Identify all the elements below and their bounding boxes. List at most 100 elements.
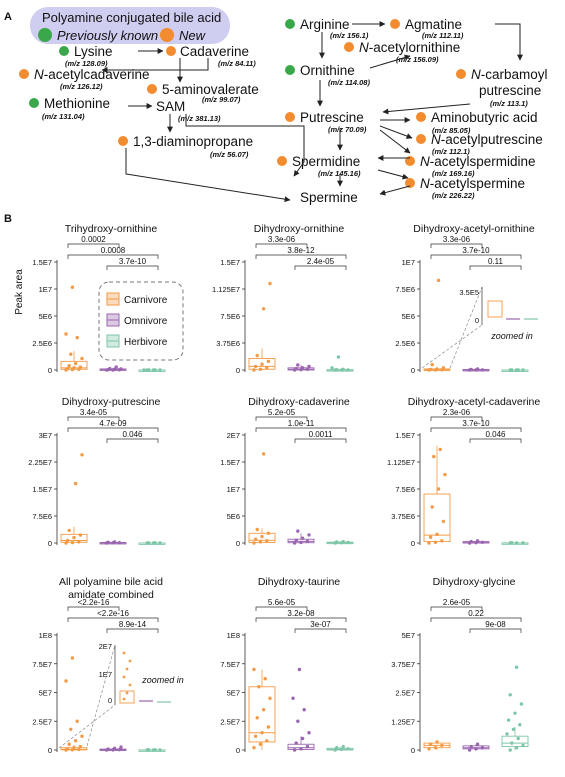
data-point	[265, 739, 269, 743]
node-label-line2: putrescine	[479, 83, 541, 98]
data-point	[253, 734, 258, 738]
significance-bracket	[67, 254, 159, 259]
y-tick-label: 3.75E6	[216, 339, 240, 348]
inset-point	[125, 667, 129, 671]
data-point	[302, 708, 306, 712]
y-tick-label: 2.5E7	[395, 689, 415, 698]
zoom-guide	[86, 644, 116, 747]
y-tick-label: 5E6	[39, 312, 52, 321]
node-label: Ornithine	[300, 63, 355, 78]
data-point	[339, 747, 344, 752]
data-point	[427, 747, 431, 751]
data-point	[117, 540, 122, 545]
arrow-diaminopropane-spermine	[125, 148, 291, 203]
y-tick-label: 3E7	[39, 431, 52, 440]
node-label: Methionine	[44, 96, 110, 111]
data-point	[428, 742, 433, 746]
y-tick-label: 1.5E7	[32, 258, 52, 267]
series-carnivore	[423, 740, 451, 751]
legend-item-herbivore: Herbivore	[106, 334, 168, 348]
new-dot-icon	[390, 19, 400, 29]
data-point	[117, 747, 122, 752]
y-tick-label: 1E8	[39, 631, 52, 640]
node-acetylputrescine: N-acetylputrescine(m/z 112.1)	[416, 132, 543, 156]
mz-label: (m/z 145.16)	[318, 169, 361, 178]
significance-bracket	[294, 265, 347, 270]
series-carnivore	[248, 281, 276, 372]
node-label: N-acetylcadaverine	[34, 67, 150, 82]
data-point	[260, 362, 264, 366]
data-point	[73, 739, 78, 743]
data-point	[153, 368, 157, 372]
significance-bracket	[430, 254, 522, 259]
data-point	[480, 368, 485, 372]
y-axis-label: Peak area	[14, 269, 25, 315]
node-label: Arginine	[300, 17, 350, 32]
series-herbivore	[138, 368, 166, 372]
data-point	[519, 702, 524, 706]
box	[423, 493, 451, 543]
data-point	[514, 746, 519, 750]
node-label: Putrescine	[300, 110, 364, 125]
legend-background	[30, 7, 230, 44]
y-tick-label: 0	[48, 746, 52, 755]
data-point	[428, 367, 433, 372]
arrow-putrescine-acetylputrescine	[379, 125, 413, 139]
new-dot-icon	[147, 84, 157, 94]
series-carnivore	[60, 453, 88, 545]
data-point	[330, 366, 334, 370]
series-omnivore	[462, 367, 490, 372]
data-point	[475, 742, 480, 746]
p-value-label: 0.0002	[81, 235, 106, 244]
zoom-guide	[449, 286, 483, 369]
data-point	[443, 472, 447, 477]
y-tick-label: 5E7	[227, 689, 240, 698]
node-arginine: Arginine(m/z 156.1)	[285, 17, 369, 40]
mz-label: (m/z 381.13)	[178, 114, 221, 123]
chart-panel: Dihydroxy-ornithine 0 3.75E6 7.5E6 1.125E7 1.…	[212, 223, 354, 375]
node-label: N-acetylputrescine	[431, 132, 543, 147]
data-point	[158, 368, 162, 372]
data-point	[153, 748, 157, 752]
node-label: Agmatine	[405, 17, 462, 32]
p-value-label: 3.2e-08	[287, 609, 315, 618]
zoom-inset: 3.5E5 0 zoomed in	[421, 286, 538, 369]
data-point	[428, 535, 433, 539]
pathway-diagram: Lysine(m/z 128.09)Cadaverine(m/z 84.11)N…	[19, 17, 548, 205]
data-point	[252, 541, 256, 545]
data-point	[469, 744, 473, 749]
data-point	[252, 368, 256, 372]
data-point	[305, 367, 310, 371]
y-tick-label: 2E7	[227, 431, 240, 440]
significance-bracket	[469, 628, 522, 633]
legend-label: Carnivore	[124, 295, 168, 306]
data-point	[253, 537, 258, 541]
significance-bracket	[294, 438, 347, 443]
chart-panel: Dihydroxy-cadaverine 0 5E6 1E7 1.5E7 2E7 5.2e-…	[220, 396, 354, 548]
pathway-legend: Polyamine conjugated bile acid Previousl…	[30, 7, 230, 44]
data-point	[108, 366, 112, 371]
new-dot-icon	[344, 42, 354, 52]
y-tick-label: 1.5E7	[395, 431, 415, 440]
data-point	[255, 527, 259, 532]
significance-bracket	[469, 438, 522, 443]
y-tick-label: 3.75E6	[391, 512, 415, 521]
data-point	[521, 368, 525, 372]
data-point	[67, 528, 71, 533]
data-point	[336, 355, 341, 359]
data-point	[299, 747, 303, 751]
data-point	[469, 367, 473, 372]
data-point	[296, 529, 300, 533]
data-point	[474, 747, 478, 751]
y-tick-label: 0	[236, 539, 240, 548]
p-value-label: 3.3e-06	[443, 235, 471, 244]
data-point	[508, 693, 512, 697]
mz-label: (m/z 84.11)	[218, 59, 256, 68]
inset-point	[128, 683, 132, 687]
p-value-label: <2.2e-16	[97, 609, 129, 618]
p-value-label: 3e-07	[310, 620, 331, 629]
data-point	[268, 696, 272, 700]
p-value-label: 2.6e-05	[443, 598, 471, 607]
inset-point	[128, 659, 132, 663]
p-value-label: 0.046	[485, 430, 506, 439]
